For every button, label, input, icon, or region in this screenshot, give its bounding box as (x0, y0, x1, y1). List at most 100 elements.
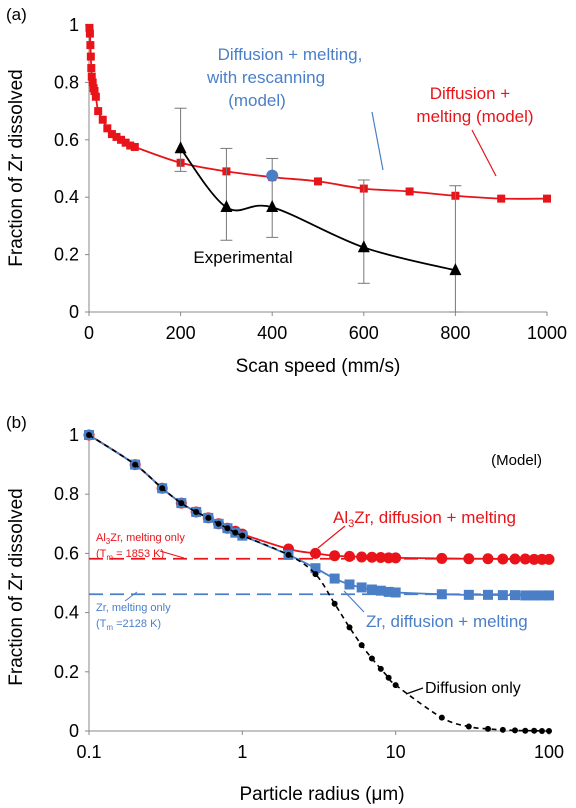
data-point-diffusion-only (538, 728, 545, 734)
data-point-al3zr-diffusion-melting (375, 552, 387, 564)
label-zr-melting-leader (124, 591, 138, 602)
data-point-diffusion-only (239, 532, 246, 539)
data-point-al3zr-diffusion-melting (519, 553, 531, 565)
data-point-diffusion-only (522, 727, 529, 734)
data-point-diffusion-only (285, 551, 292, 558)
x-tick-label: 100 (534, 742, 564, 762)
label-diffusion-only-leader (405, 687, 424, 695)
data-point-zr-diffusion-melting (383, 586, 394, 597)
panel-b-plot (83, 429, 555, 734)
data-point-diffusion-melting-model (543, 194, 551, 203)
data-point-diffusion-only (346, 624, 353, 631)
data-point-diffusion-melting-model (87, 64, 96, 73)
data-point-zr-diffusion-melting (520, 590, 531, 601)
data-point-experimental (220, 200, 233, 213)
panel-a-label: (a) (6, 5, 27, 24)
label-zr-diffusion-leader (343, 590, 365, 613)
data-point-zr-diffusion-melting (463, 589, 474, 600)
data-point-al3zr-diffusion-melting (356, 551, 368, 563)
data-point-diffusion-only (193, 508, 200, 515)
data-point-diffusion-melting-model (405, 187, 414, 196)
y-tick-label: 0.2 (54, 662, 79, 682)
data-point-diffusion-only (484, 725, 491, 732)
panel-b-ylabel: Fraction of Zr dissolved (6, 488, 27, 685)
x-tick-label: 0.1 (76, 742, 101, 762)
data-point-diffusion-melting-model (497, 194, 506, 203)
y-tick-label: 0 (69, 721, 79, 741)
x-tick-label: 600 (349, 323, 379, 343)
y-tick-label: 0.8 (54, 484, 79, 504)
data-point-diffusion-melting-model (130, 142, 139, 151)
x-tick-label: 800 (440, 323, 470, 343)
data-point-diffusion-melting-model (86, 41, 95, 50)
data-point-diffusion-melting-model (112, 132, 121, 141)
label-zr-diffusion-melting: Zr, diffusion + melting (366, 612, 528, 631)
annotation-diffusion-melting: Diffusion + melting (model) (416, 84, 534, 177)
data-point-diffusion-only (86, 432, 92, 438)
annotation-diffusion-melting-line2: melting (model) (416, 107, 533, 126)
x-tick-label: 10 (386, 742, 406, 762)
data-point-experimental (174, 141, 187, 154)
data-point-diffusion-only (377, 665, 384, 672)
label-al3zr-diffusion-melting: Al3Zr, diffusion + melting (333, 508, 516, 530)
y-tick-label: 0.4 (54, 187, 79, 207)
data-point-diffusion-only (392, 682, 399, 689)
data-point-diffusion-only (331, 600, 338, 607)
panel-a-plot (85, 23, 551, 313)
data-point-al3zr-diffusion-melting (436, 552, 448, 564)
data-point-al3zr-diffusion-melting (309, 547, 321, 559)
panel-a: (a) Fraction of Zr dissolved Scan speed … (6, 5, 567, 377)
series-line-diffusion-only (88, 434, 550, 732)
label-al3zr-diffusion-leader (317, 525, 346, 549)
data-point-diffusion-only (178, 500, 185, 507)
data-point-diffusion-melting-model (126, 141, 135, 150)
panel-a-xlabel: Scan speed (mm/s) (236, 356, 401, 377)
label-diffusion-only: Diffusion only (425, 680, 521, 697)
data-point-diffusion-only (368, 655, 375, 662)
data-point-al3zr-diffusion-melting (543, 553, 555, 565)
data-point-al3zr-diffusion-melting (482, 553, 494, 565)
data-point-rescanning (266, 169, 279, 182)
data-point-experimental (266, 200, 279, 213)
x-tick-label: 1000 (527, 323, 567, 343)
data-point-diffusion-only (159, 485, 166, 492)
panel-a-axes: 0 0.2 0.4 0.6 0.8 1 0 200 400 600 800 1000 (54, 15, 567, 343)
y-tick-label: 0.6 (54, 130, 79, 150)
data-point-al3zr-diffusion-melting (497, 553, 509, 565)
y-tick-label: 0.4 (54, 603, 79, 623)
data-point-al3zr-diffusion-melting (463, 553, 475, 565)
data-point-diffusion-only (132, 461, 139, 468)
data-point-diffusion-only (385, 674, 392, 681)
data-point-diffusion-melting-model (103, 124, 112, 133)
data-point-diffusion-melting-model (88, 78, 97, 87)
data-point-diffusion-melting-model (85, 29, 94, 38)
panel-b-xlabel: Particle radius (μm) (239, 784, 404, 805)
data-point-diffusion-melting-model (90, 87, 99, 96)
label-al3zr-melting-only: Al3Zr, melting only (96, 532, 185, 546)
label-al3zr-melting-leader (159, 550, 185, 559)
data-point-zr-diffusion-melting (366, 584, 377, 595)
annotation-diffusion-melting-line1: Diffusion + (430, 84, 511, 103)
data-point-diffusion-melting-model (91, 92, 100, 101)
data-point-diffusion-only (546, 728, 552, 734)
data-point-diffusion-melting-model (98, 115, 107, 124)
series-line-experimental (179, 147, 456, 272)
annotation-experimental: Experimental (193, 248, 292, 267)
data-point-diffusion-only (511, 727, 518, 734)
data-point-zr-diffusion-melting (344, 579, 355, 590)
data-point-diffusion-melting-model (85, 23, 94, 32)
data-point-al3zr-diffusion-melting (390, 552, 402, 564)
data-point-diffusion-only (499, 726, 506, 733)
panel-b: (b) Fraction of Zr dissolved Particle ra… (6, 413, 564, 805)
annotation-diffusion-melting-leader (471, 129, 497, 177)
data-point-zr-diffusion-melting (482, 589, 493, 600)
data-point-zr-diffusion-melting (436, 589, 447, 600)
data-point-diffusion-only (224, 525, 231, 532)
data-point-diffusion-only (312, 571, 319, 578)
data-point-zr-diffusion-melting (536, 590, 547, 601)
data-point-al3zr-diffusion-melting (366, 551, 378, 563)
data-point-diffusion-only (438, 714, 445, 721)
x-tick-label: 1 (237, 742, 247, 762)
data-point-zr-diffusion-melting (390, 587, 401, 598)
data-point-zr-diffusion-melting (497, 590, 508, 601)
